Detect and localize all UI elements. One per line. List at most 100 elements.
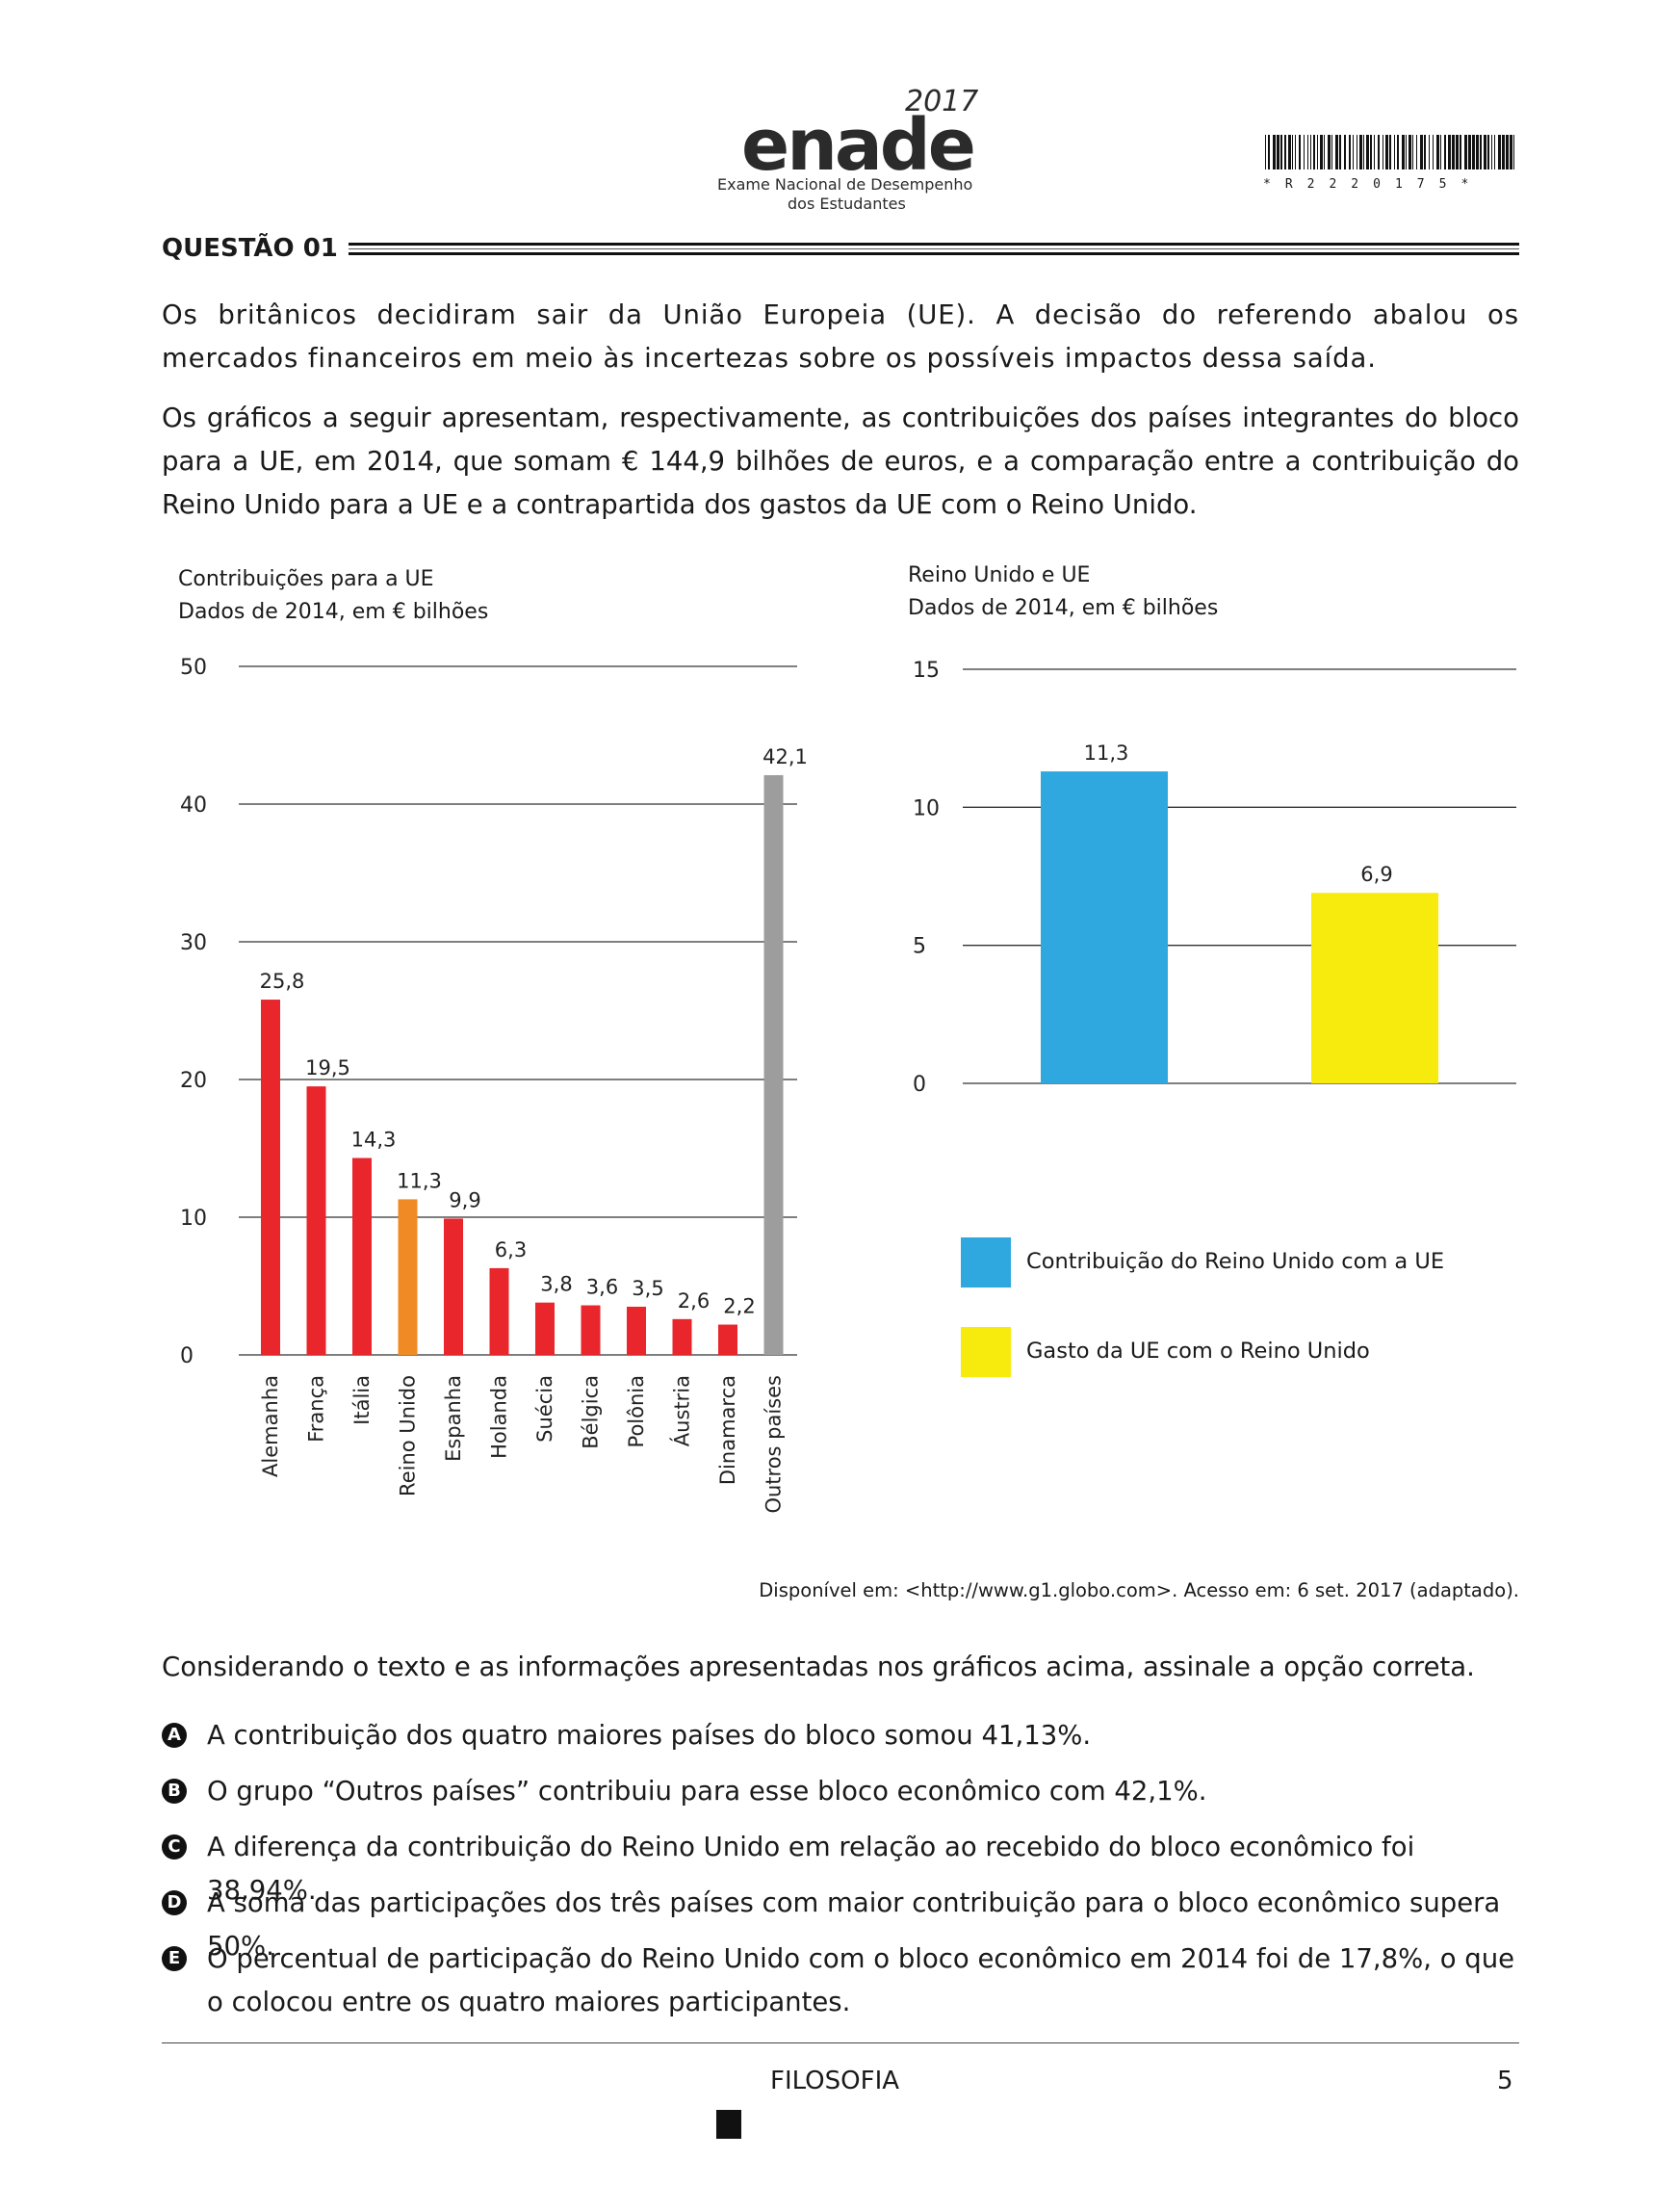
x-tick-label: Áustria: [670, 1375, 694, 1446]
x-tick-label: Dinamarca: [716, 1375, 739, 1485]
barcode-text: *R2220175*: [1263, 177, 1484, 192]
legend-item-contribution: Contribuição do Reino Unido com a UE: [961, 1237, 1538, 1288]
barcode: *R2220175*: [1263, 135, 1518, 195]
barcode-bar: [1339, 135, 1341, 169]
option-b[interactable]: B O grupo “Outros países” contribuiu par…: [162, 1770, 1519, 1813]
logo-year: 2017: [905, 85, 979, 118]
barcode-bar: [1502, 135, 1505, 169]
footer-subject: FILOSOFIA: [770, 2067, 900, 2095]
bar-value-label: 11,3: [1084, 741, 1129, 765]
option-c[interactable]: C A diferença da contribuição do Reino U…: [162, 1826, 1519, 1912]
bar-value-label: 6,3: [495, 1238, 527, 1262]
bar-value-label: 42,1: [762, 745, 808, 768]
x-tick-label: Outros países: [762, 1375, 786, 1514]
x-tick-label: França: [305, 1375, 328, 1443]
barcode-bar: [1265, 135, 1266, 169]
barcode-bar: [1313, 135, 1315, 169]
logo-subtitle-line1: Exame Nacional de Desempenho: [717, 175, 973, 194]
enade-logo: enade 2017 Exame Nacional de Desempenho …: [708, 85, 996, 220]
y-tick-label: 0: [913, 1073, 926, 1097]
barcode-bar: [1510, 135, 1512, 169]
bar-value-label: 6,9: [1360, 863, 1392, 886]
y-tick-label: 0: [180, 1344, 194, 1368]
barcode-bar: [1452, 135, 1455, 169]
option-e-letter: E: [162, 1946, 187, 1971]
barcode-bar: [1464, 135, 1467, 169]
barcode-bar: [1424, 135, 1426, 169]
chart1-title-block: Contribuições para a UE Dados de 2014, e…: [178, 563, 488, 629]
barcode-bar: [1310, 135, 1311, 169]
barcode-bar: [1385, 135, 1388, 169]
barcode-bar: [1409, 135, 1411, 169]
barcode-bar: [1460, 135, 1461, 169]
barcode-bar: [1456, 135, 1459, 169]
barcode-bar: [1468, 135, 1471, 169]
barcode-bar: [1397, 135, 1399, 169]
barcode-bar: [1344, 135, 1346, 169]
barcode-bar: [1476, 135, 1479, 169]
legend-swatch-contribution: [961, 1237, 1011, 1288]
bar-value-label: 2,6: [678, 1289, 710, 1313]
question-paragraph-1: Os britânicos decidiram sair da União Eu…: [162, 299, 1519, 374]
bar-value-label: 14,3: [351, 1129, 397, 1152]
barcode-bar: [1280, 135, 1282, 169]
bar-value-label: 3,8: [540, 1273, 572, 1296]
barcode-bar: [1394, 135, 1395, 169]
barcode-bar: [1513, 135, 1514, 169]
bar-value-label: 19,5: [305, 1056, 350, 1079]
barcode-bar: [1416, 135, 1417, 169]
barcode-bar: [1480, 135, 1482, 169]
barcode-bar: [1374, 135, 1375, 169]
barcode-bar: [1353, 135, 1354, 169]
barcode-bar: [1284, 135, 1286, 169]
barcode-bar: [1366, 135, 1369, 169]
x-tick-label: Alemanha: [259, 1375, 282, 1477]
bar: [1041, 771, 1168, 1083]
barcode-bar: [1412, 135, 1413, 169]
option-d-letter: D: [162, 1890, 187, 1915]
x-tick-label: Itália: [350, 1375, 374, 1425]
x-tick-label: Polônia: [625, 1375, 648, 1447]
barcode-bar: [1444, 135, 1446, 169]
bar: [718, 1324, 737, 1355]
question-paragraph-2: Os gráficos a seguir apresentam, respect…: [162, 403, 1519, 520]
barcode-bar: [1268, 135, 1270, 169]
title-rule: [349, 243, 1519, 258]
option-d-text: A soma das participações dos três países…: [207, 1887, 1501, 1962]
y-tick-label: 10: [913, 796, 940, 820]
barcode-bar: [1429, 135, 1430, 169]
source-citation: Disponível em: <http://www.g1.globo.com>…: [759, 1579, 1519, 1601]
barcode-bar: [1370, 135, 1372, 169]
chart2-subtitle: Dados de 2014, em € bilhões: [908, 596, 1219, 620]
option-c-text: A diferença da contribuição do Reino Uni…: [207, 1832, 1415, 1906]
bar-value-label: 3,6: [586, 1276, 618, 1299]
barcode-bars: [1265, 135, 1514, 169]
barcode-bar: [1433, 135, 1434, 169]
barcode-bar: [1292, 135, 1293, 169]
barcode-bar: [1317, 135, 1318, 169]
question-prompt: Considerando o texto e as informações ap…: [162, 1652, 1475, 1682]
option-b-letter: B: [162, 1779, 187, 1804]
bar: [535, 1302, 555, 1355]
barcode-bar: [1363, 135, 1364, 169]
barcode-bar: [1498, 135, 1501, 169]
logo-word: enade: [741, 104, 976, 187]
x-tick-label: Reino Unido: [397, 1375, 420, 1496]
barcode-bar: [1389, 135, 1391, 169]
logo-subtitle-line2: dos Estudantes: [788, 195, 906, 213]
y-tick-label: 50: [180, 656, 207, 680]
barcode-bar: [1277, 135, 1279, 169]
barcode-bar: [1307, 135, 1308, 169]
option-d[interactable]: D A soma das participações dos três país…: [162, 1882, 1519, 1968]
legend-swatch-spending: [961, 1327, 1011, 1377]
option-e[interactable]: E O percentual de participação do Reino …: [162, 1938, 1519, 2024]
y-tick-label: 15: [913, 659, 940, 683]
option-a-text: A contribuição dos quatro maiores países…: [207, 1720, 1092, 1751]
bar: [444, 1218, 463, 1355]
bar: [763, 774, 784, 1355]
legend-label-spending: Gasto da UE com o Reino Unido: [1026, 1339, 1370, 1364]
option-a[interactable]: A A contribuição dos quatro maiores país…: [162, 1714, 1519, 1757]
barcode-bar: [1420, 135, 1423, 169]
uk-eu-bar-chart: 0 5 10 15 11,3 6,9: [913, 659, 1516, 1097]
contributions-bar-chart: 0 10 20 30 40 50 25,8 Alemanha 19,5 França 14,3 Itá…: [180, 656, 808, 1514]
